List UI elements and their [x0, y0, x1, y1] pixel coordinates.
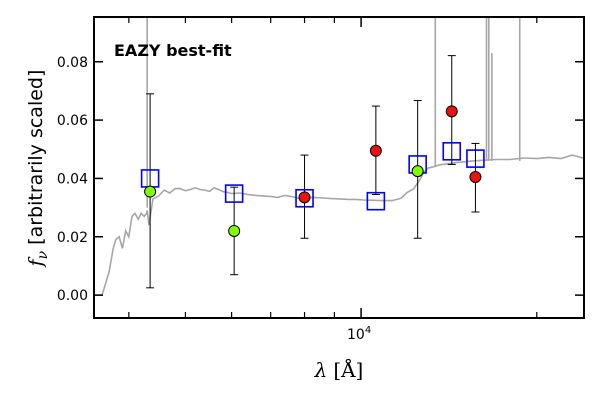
y-ticks: 0.00 0.02 0.04 0.06 0.08 — [57, 55, 584, 304]
observed-point-red — [469, 170, 482, 183]
plot-frame — [93, 16, 585, 319]
x-axis-label: λ [Å] — [314, 357, 364, 382]
error-bars — [146, 55, 480, 289]
template-curve — [95, 154, 584, 296]
observed-point-green — [144, 185, 157, 198]
y-tick-label: 0.04 — [57, 171, 88, 187]
model-photometry-boxes — [140, 142, 485, 211]
x-tick-label: 104 — [347, 325, 371, 343]
observed-point-red — [369, 144, 382, 157]
observed-point-red — [298, 191, 311, 204]
model-photometry-box — [442, 142, 462, 161]
template-spectrum — [95, 18, 584, 296]
y-tick-label: 0.02 — [57, 230, 88, 246]
model-photometry-box — [466, 149, 485, 168]
model-photometry-box — [224, 184, 244, 203]
y-tick-label: 0.08 — [57, 55, 88, 71]
model-photometry-box — [366, 191, 386, 211]
observed-point-red — [445, 105, 458, 118]
y-axis-label: fν[arbitrarily scaled] — [25, 70, 51, 269]
observed-point-green — [228, 224, 241, 237]
y-tick-label: 0.06 — [57, 113, 88, 129]
y-tick-label: 0.00 — [57, 288, 88, 304]
model-photometry-box — [295, 188, 314, 208]
x-ticks: 104 — [128, 17, 538, 343]
annotation-label: EAZY best-fit — [114, 41, 232, 60]
observed-photometry-points — [144, 105, 482, 237]
observed-point-green — [411, 165, 424, 178]
